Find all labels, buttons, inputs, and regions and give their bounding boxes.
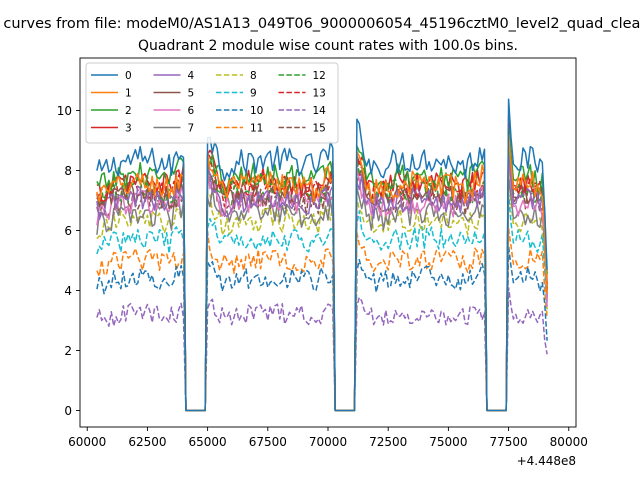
series-line-5 bbox=[96, 140, 548, 412]
series-line-11 bbox=[96, 227, 548, 412]
y-tick-label: 0 bbox=[64, 404, 72, 418]
legend-label-8: 8 bbox=[250, 70, 257, 82]
x-tick-label: 65000 bbox=[189, 435, 227, 449]
y-tick-label: 8 bbox=[64, 164, 72, 178]
legend-label-14: 14 bbox=[313, 105, 327, 117]
x-tick-label: 62500 bbox=[128, 435, 166, 449]
x-tick-label: 67500 bbox=[249, 435, 287, 449]
legend-label-7: 7 bbox=[188, 123, 195, 135]
y-tick-label: 2 bbox=[64, 344, 72, 358]
legend-label-5: 5 bbox=[188, 88, 195, 100]
x-tick-label: 70000 bbox=[309, 435, 347, 449]
series-line-1 bbox=[96, 133, 548, 412]
legend-label-6: 6 bbox=[188, 105, 195, 117]
series-line-0 bbox=[96, 98, 548, 412]
legend-label-15: 15 bbox=[313, 123, 326, 135]
series-line-7 bbox=[96, 176, 548, 412]
x-offset-label: +4.448e8 bbox=[517, 454, 576, 468]
x-axis: 60000 62500 65000 67500 70000 72500 75000 77500… bbox=[68, 427, 588, 449]
series-line-10 bbox=[96, 245, 548, 412]
legend-label-11: 11 bbox=[250, 123, 263, 135]
y-tick-label: 6 bbox=[64, 224, 72, 238]
legend-label-1: 1 bbox=[125, 88, 132, 100]
series-layer bbox=[96, 98, 548, 412]
x-tick-label: 60000 bbox=[68, 435, 106, 449]
legend-label-9: 9 bbox=[250, 88, 257, 100]
legend-label-10: 10 bbox=[250, 105, 263, 117]
legend-label-2: 2 bbox=[125, 105, 132, 117]
legend-box bbox=[85, 62, 339, 144]
legend-label-4: 4 bbox=[188, 70, 195, 82]
y-axis: 0 2 4 6 8 10 bbox=[57, 104, 80, 418]
x-tick-label: 77500 bbox=[489, 435, 527, 449]
legend-label-3: 3 bbox=[125, 123, 132, 135]
legend-label-0: 0 bbox=[125, 70, 132, 82]
legend-label-13: 13 bbox=[313, 88, 326, 100]
chart-suptitle: Light curves from file: modeM0/AS1A13_04… bbox=[0, 16, 640, 32]
x-tick-label: 72500 bbox=[369, 435, 407, 449]
x-tick-label: 80000 bbox=[550, 435, 588, 449]
y-tick-label: 10 bbox=[57, 104, 72, 118]
series-line-9 bbox=[96, 192, 548, 412]
y-tick-label: 4 bbox=[64, 284, 72, 298]
series-line-6 bbox=[96, 156, 548, 412]
series-line-14 bbox=[96, 286, 548, 412]
chart-title: Quadrant 2 module wise count rates with … bbox=[138, 38, 518, 54]
x-tick-label: 75000 bbox=[429, 435, 467, 449]
legend-label-12: 12 bbox=[313, 70, 326, 82]
